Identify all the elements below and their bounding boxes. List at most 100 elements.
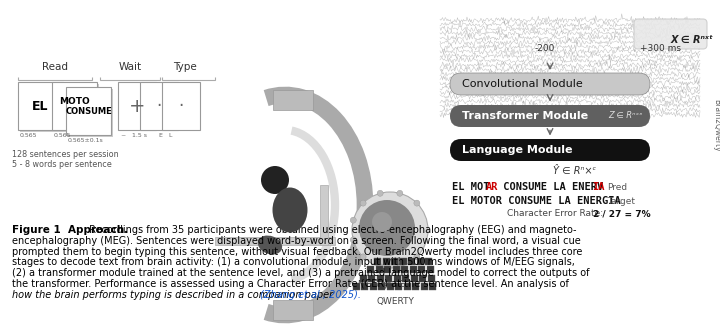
Text: (2) a transformer module trained at the sentence level, and (3) a pretrained lan: (2) a transformer module trained at the … [12,268,590,278]
Circle shape [352,192,428,268]
Bar [410,266,416,273]
Bar [384,266,391,273]
Bar [418,266,425,273]
Bar [52,82,97,130]
Bar [54,84,99,132]
Text: stages to decode text from brain activity: (1) a convolutional module, input wit: stages to decode text from brain activit… [12,257,575,267]
Text: Target: Target [607,197,635,205]
Bar [402,275,409,281]
Circle shape [351,237,356,243]
Text: -200: -200 [535,44,555,53]
Text: ~: ~ [120,133,125,138]
Text: EL MOTOR CONSUME LA ENERGIA: EL MOTOR CONSUME LA ENERGIA [452,196,621,206]
Circle shape [372,212,392,232]
Bar [412,283,419,290]
Text: EL: EL [32,99,49,112]
Text: Convolutional Module: Convolutional Module [462,79,582,89]
Circle shape [351,217,356,223]
Text: Figure 1  Approach.: Figure 1 Approach. [12,225,128,235]
Text: Wait: Wait [118,62,142,72]
Text: EL MOT: EL MOT [452,182,490,192]
Text: prompted them to begin typing this sentence, without visual feedback. Our Brain2: prompted them to begin typing this sente… [12,247,582,257]
Bar [66,87,111,135]
Bar [426,266,433,273]
Bar [353,283,359,290]
Bar [377,275,384,281]
Bar [374,257,382,265]
Ellipse shape [258,236,282,254]
Bar [400,257,407,265]
FancyBboxPatch shape [634,19,707,49]
Bar [378,283,385,290]
Text: QWERTY: QWERTY [376,297,414,306]
Bar [18,82,63,130]
Text: ·: · [156,97,161,115]
Text: 2 / 27 = 7%: 2 / 27 = 7% [593,210,650,218]
Text: 5 - 8 words per sentence: 5 - 8 words per sentence [12,160,112,169]
Bar [68,89,113,137]
Circle shape [360,254,366,260]
Bar [385,275,392,281]
Text: the transformer. Performance is assessed using a Character Error Rate (CER) at t: the transformer. Performance is assessed… [12,279,569,289]
Circle shape [414,254,420,260]
Text: Brain2Qwerty: Brain2Qwerty [713,99,720,151]
Bar [361,283,368,290]
Text: Read: Read [42,62,68,72]
Bar [360,275,366,281]
Circle shape [397,264,402,270]
Bar [273,90,313,110]
Bar [20,84,65,132]
Bar [118,82,156,130]
Bar [367,266,374,273]
Text: AR: AR [485,182,498,192]
Bar [394,275,401,281]
Text: 0.565±0.1s: 0.565±0.1s [68,138,104,143]
Circle shape [359,200,415,256]
Circle shape [261,166,289,194]
Bar [419,275,426,281]
FancyBboxPatch shape [450,73,650,95]
Text: Recordings from 35 participants were obtained using electro-encephalography (EEG: Recordings from 35 participants were obt… [86,225,577,235]
Bar [401,266,408,273]
Bar [417,257,424,265]
Text: X ∈ Rⁿˣᵗ: X ∈ Rⁿˣᵗ [670,35,713,45]
Text: encephalography (MEG). Sentences were displayed word-by-word on a screen. Follow: encephalography (MEG). Sentences were di… [12,236,581,246]
Bar [426,257,432,265]
Text: Pred: Pred [607,183,627,191]
Circle shape [377,264,383,270]
Text: L: L [168,133,171,138]
Text: 0.565: 0.565 [20,133,37,138]
Bar [162,82,200,130]
Bar [395,283,402,290]
Bar [403,283,410,290]
Bar [410,275,418,281]
Text: 0.565: 0.565 [54,133,71,138]
Bar [428,275,435,281]
Bar [408,257,415,265]
Bar [369,283,377,290]
Circle shape [360,200,366,206]
Text: +300 ms: +300 ms [639,44,680,53]
Text: Type: Type [173,62,197,72]
Bar [391,257,398,265]
Text: how the brain performs typing is described in a companion paper: how the brain performs typing is describ… [12,290,336,300]
Text: CONSUME LA ENERV: CONSUME LA ENERV [497,182,603,192]
Text: Character Error Rate:: Character Error Rate: [507,210,606,218]
Bar [273,300,313,320]
Text: Language Module: Language Module [462,145,572,155]
Circle shape [397,190,402,196]
Bar [368,275,375,281]
Text: E: E [158,133,162,138]
Text: ·: · [179,97,184,115]
Bar [376,266,382,273]
Text: Z ∈ Rⁿˣᶟ: Z ∈ Rⁿˣᶟ [608,111,642,121]
Text: (Zhang et al., 2025).: (Zhang et al., 2025). [261,290,361,300]
Bar [387,283,394,290]
Text: MOTO: MOTO [59,97,90,106]
Bar [383,257,390,265]
Bar [392,266,400,273]
Circle shape [414,200,420,206]
Circle shape [377,190,383,196]
Bar [429,283,436,290]
Text: +: + [129,97,145,115]
